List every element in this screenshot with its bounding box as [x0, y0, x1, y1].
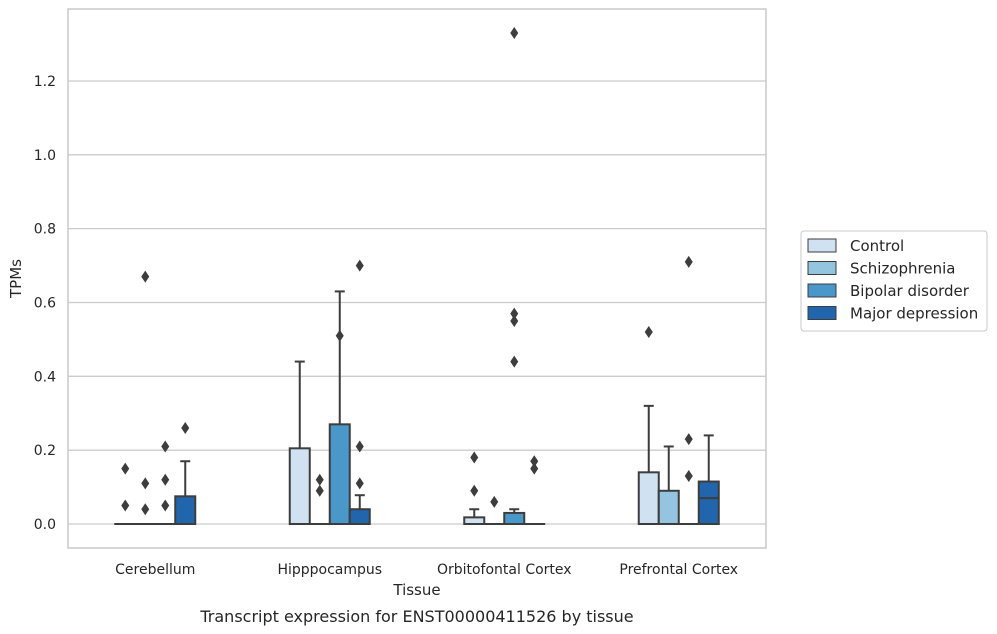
y-axis-ticks: 0.0 0.2 0.4 0.6 0.8 1.0 1.2: [34, 74, 56, 533]
outlier-point: [141, 503, 150, 516]
box: [503, 511, 526, 526]
legend-frame: [800, 230, 988, 332]
x-tick-label: Prefrontal Cortex: [619, 562, 738, 578]
outlier-point: [470, 484, 479, 497]
box-group: [463, 451, 486, 526]
box-group: [503, 26, 526, 526]
outlier-point: [355, 477, 364, 490]
x-tick-label: Cerebellum: [115, 562, 195, 578]
outlier-point: [510, 355, 519, 368]
box: [174, 495, 197, 526]
x-axis-title: Tissue: [392, 581, 440, 599]
chart-caption: Transcript expression for ENST0000041152…: [199, 607, 633, 626]
outlier-point: [530, 462, 539, 475]
outlier-point: [644, 326, 653, 339]
outlier-point: [684, 433, 693, 446]
x-tick-label: Orbitofontal Cortex: [437, 562, 572, 578]
outlier-point: [161, 473, 170, 486]
outlier-point: [315, 484, 324, 497]
y-tick-label: 1.0: [34, 148, 56, 164]
outlier-point: [510, 307, 519, 320]
outlier-point: [181, 422, 190, 435]
legend-swatch: [807, 306, 837, 320]
box-group: [154, 440, 177, 526]
outlier-point: [161, 499, 170, 512]
outlier-point: [530, 455, 539, 468]
legend-label: Major depression: [850, 305, 978, 323]
legend-swatch: [807, 283, 837, 298]
outlier-point: [315, 473, 324, 486]
box-group: [328, 290, 351, 526]
outlier-point: [335, 329, 344, 342]
y-axis-title: TPMs: [7, 259, 25, 299]
y-tick-label: 0.6: [34, 295, 56, 311]
box: [657, 489, 680, 526]
plot-frame: [67, 8, 767, 549]
box-group: [637, 326, 660, 526]
x-tick-label: Hipppocampus: [277, 562, 382, 578]
outlier-point: [141, 477, 150, 490]
legend-swatch: [807, 238, 837, 253]
outlier-point: [161, 440, 170, 453]
outlier-point: [470, 451, 479, 464]
box-group: [308, 473, 331, 526]
box-group: [677, 255, 700, 526]
outlier-point: [121, 499, 130, 512]
box-group: [483, 495, 506, 526]
y-tick-label: 1.2: [34, 74, 56, 90]
box-group: [174, 422, 197, 526]
gridlines: [68, 80, 766, 525]
box: [637, 471, 660, 526]
y-tick-label: 0.0: [34, 517, 56, 533]
box-group: [697, 434, 720, 526]
box-group: [523, 455, 546, 526]
box-group: [288, 360, 311, 526]
legend-label: Bipolar disorder: [850, 282, 970, 300]
y-tick-label: 0.4: [34, 369, 56, 385]
outlier-point: [355, 259, 364, 272]
boxes: [114, 26, 720, 526]
outlier-point: [510, 26, 519, 39]
y-tick-label: 0.8: [34, 222, 56, 238]
outlier-point: [355, 440, 364, 453]
outlier-point: [121, 462, 130, 475]
outlier-point: [490, 495, 499, 508]
box-group: [134, 270, 157, 526]
legend-label: Control: [850, 237, 904, 255]
x-axis-ticks: Cerebellum Hipppocampus Orbitofontal Corte…: [115, 562, 738, 578]
box-group: [348, 259, 371, 526]
outlier-point: [684, 470, 693, 483]
legend-label: Schizophrenia: [850, 260, 955, 278]
y-tick-label: 0.2: [34, 443, 56, 459]
legend: Control Schizophrenia Bipolar disorder Majo…: [800, 230, 988, 332]
box: [288, 447, 311, 526]
outlier-point: [510, 314, 519, 327]
box-group: [114, 462, 137, 526]
box-group: [657, 445, 680, 526]
legend-swatch: [807, 261, 837, 275]
outlier-point: [141, 270, 150, 283]
box: [348, 508, 371, 526]
outlier-point: [684, 255, 693, 268]
box: [697, 480, 720, 526]
box: [328, 423, 351, 526]
